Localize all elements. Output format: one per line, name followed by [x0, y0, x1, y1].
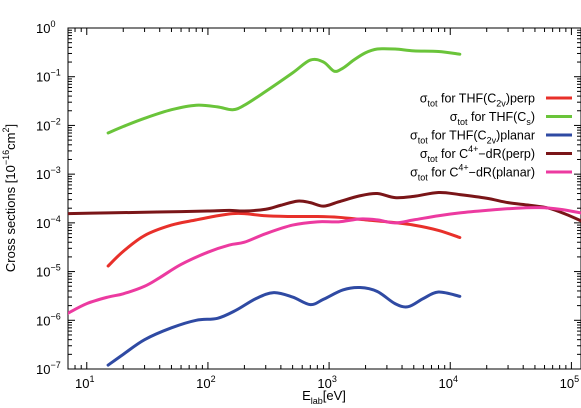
legend-item-2: σtot for THF(Cs): [450, 110, 572, 127]
y-tick-label: 10−4: [36, 214, 61, 231]
y-tick-label: 100: [36, 19, 55, 36]
y-tick-label: 10−1: [36, 68, 61, 85]
series-line-5: [68, 206, 581, 315]
x-axis-title: Elab[eV]: [302, 388, 346, 406]
x-tick-label: 104: [439, 374, 458, 391]
y-tick-label: 10−3: [36, 165, 61, 182]
legend-item-3: σtot for THF(C2v)planar: [410, 129, 572, 146]
y-tick-labels: 100 10−1 10−2 10−3 10−4 10−5 10−6 10−7: [36, 19, 61, 377]
x-tick-label: 102: [196, 374, 215, 391]
y-axis-title: Cross sections [10−16cm2]: [1, 124, 18, 272]
legend-label: σtot for THF(C2v)planar: [410, 129, 535, 146]
x-tick-label: 103: [317, 374, 336, 391]
x-tick-label: 105: [560, 374, 579, 391]
legend-item-1: σtot for THF(C2v)perp: [420, 92, 572, 109]
y-tick-label: 10−7: [36, 360, 61, 377]
series-line-3: [106, 285, 462, 367]
series-line-2: [106, 47, 462, 135]
legend-label: σtot for THF(Cs): [450, 110, 535, 127]
x-tick-labels: 101 102 103 104 105: [75, 374, 579, 391]
x-tick-label: 101: [75, 374, 94, 391]
series-line-4: [68, 190, 581, 223]
legend-item-5: σtot for C4+−dR(planar): [410, 163, 572, 183]
legend-label: σtot for C4+−dR(perp): [420, 144, 535, 164]
y-tick-label: 10−5: [36, 263, 61, 280]
legend-label: σtot for C4+−dR(planar): [410, 163, 535, 183]
legend-item-4: σtot for C4+−dR(perp): [420, 144, 572, 164]
series-curves: [68, 47, 581, 367]
axis-ticks: [67, 27, 581, 370]
plot-frame: [67, 27, 581, 370]
legend-label: σtot for THF(C2v)perp: [420, 92, 535, 109]
y-tick-label: 10−2: [36, 116, 61, 133]
y-tick-label: 10−6: [36, 311, 61, 328]
